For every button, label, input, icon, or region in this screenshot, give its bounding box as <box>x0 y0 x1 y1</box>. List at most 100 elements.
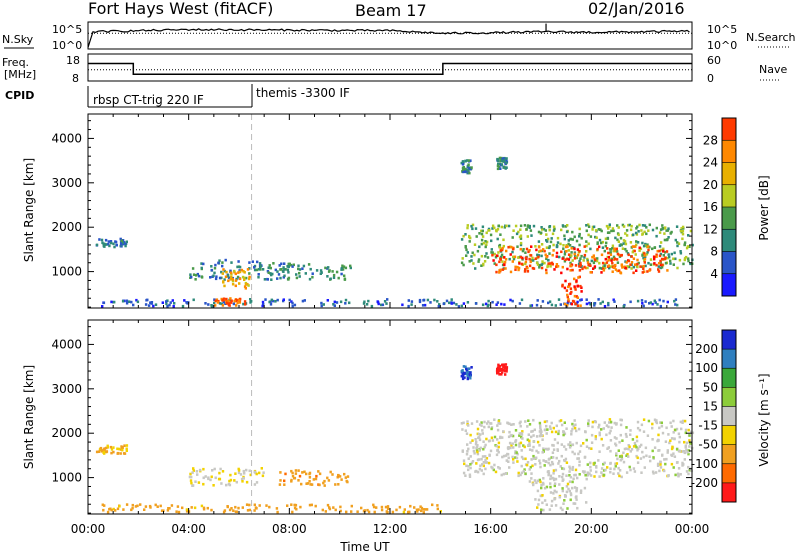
colorbar-swatch <box>722 387 736 407</box>
x-ticks: 00:00 04:00 08:00 12:00 16:00 20:00 00:00 <box>71 522 710 536</box>
colorbar-swatch <box>722 444 736 464</box>
velocity-echo-region <box>95 444 129 455</box>
freq-units: [MHz] <box>4 68 36 81</box>
cpid-label: CPID <box>5 89 34 102</box>
velocity-echo-region <box>495 363 509 376</box>
power-tick-label: 12 <box>703 222 718 236</box>
nave-label: Nave <box>759 63 787 76</box>
program-rbsp: rbsp CT-trig 220 IF <box>93 93 204 107</box>
colorbar-swatch <box>722 330 736 350</box>
colorbar-swatch <box>722 273 736 297</box>
y-tick-label: 1000 <box>51 265 82 279</box>
velocity-echo-region <box>278 469 350 487</box>
x-tick-label: 00:00 <box>71 522 106 536</box>
nsearch-label: N.Search <box>746 31 796 44</box>
y-tick-label: 2000 <box>51 426 82 440</box>
colorbar-swatch <box>722 482 736 502</box>
y-tick-label: 2000 <box>51 220 82 234</box>
power-axes: 1000 2000 3000 4000 <box>51 114 693 308</box>
power-ylabel: Slant Range [km] <box>22 158 36 262</box>
velocity-axes: 1000 2000 3000 4000 <box>51 320 693 514</box>
power-tick-label: 24 <box>703 156 718 170</box>
y-tick-label: 4000 <box>51 337 82 351</box>
power-colorbar-label: Power [dB] <box>757 175 771 240</box>
y-tick-label: 4000 <box>51 131 82 145</box>
velocity-tick-label: 50 <box>703 380 718 394</box>
power-echo-region <box>561 275 583 307</box>
velocity-tick-label: 100 <box>695 361 718 375</box>
colorbar-swatch <box>722 463 736 483</box>
freq-lines <box>88 62 692 76</box>
x-tick-label: 16:00 <box>473 522 508 536</box>
noise-tick-left-bottom: 10^0 <box>52 39 82 52</box>
freq-label: Freq. <box>2 56 29 69</box>
y-tick-label: 3000 <box>51 176 82 190</box>
power-colorbar: 4 8 12 16 20 24 28 <box>703 117 737 297</box>
power-tick-label: 20 <box>703 178 718 192</box>
power-tick-label: 28 <box>703 133 718 147</box>
power-echo-region <box>460 159 473 175</box>
x-tick-label: 04:00 <box>171 522 206 536</box>
power-tick-label: 8 <box>710 245 718 259</box>
velocity-echo-region <box>528 475 588 512</box>
power-echo-region <box>95 237 128 249</box>
x-tick-label: 08:00 <box>272 522 307 536</box>
colorbar-swatch <box>722 162 736 185</box>
velocity-echo-region <box>101 503 442 514</box>
nsky-line <box>87 28 690 48</box>
power-echoes <box>95 156 694 308</box>
y-tick-label: 1000 <box>51 471 82 485</box>
colorbar-swatch <box>722 229 736 252</box>
freq-tick-bottom: 8 <box>72 72 79 85</box>
power-echo-region <box>101 298 679 308</box>
velocity-tick-label: 200 <box>695 342 718 356</box>
velocity-echo-region <box>460 365 473 381</box>
power-echo-region <box>491 245 669 275</box>
colorbar-swatch <box>722 349 736 369</box>
beam-title: Beam 17 <box>355 1 427 20</box>
nsky-label: N.Sky <box>2 33 34 46</box>
velocity-colorbar-label: Velocity [m s⁻¹] <box>757 373 771 466</box>
power-tick-label: 4 <box>710 267 718 281</box>
velocity-tick-label: 15 <box>703 399 718 413</box>
noise-panel <box>87 21 693 50</box>
noise-tick-right-top: 10^5 <box>707 23 737 36</box>
velocity-echoes <box>95 363 695 514</box>
colorbar-swatch <box>722 118 736 141</box>
freq-line <box>88 62 692 76</box>
freq-panel <box>87 53 693 82</box>
colorbar-swatch <box>722 406 736 426</box>
nave-tick-top: 60 <box>707 54 721 67</box>
noise-lines <box>87 23 692 48</box>
velocity-tick-label: -200 <box>691 476 718 490</box>
colorbar-swatch <box>722 184 736 208</box>
power-echo-region <box>221 268 251 290</box>
noise-tick-right-bottom: 10^0 <box>707 39 737 52</box>
colorbar-swatch <box>722 425 736 445</box>
power-echo-region <box>496 156 509 171</box>
velocity-echo-region <box>188 467 265 487</box>
x-axis-label: Time UT <box>339 540 390 554</box>
x-tick-label: 12:00 <box>373 522 408 536</box>
power-tick-label: 16 <box>703 200 718 214</box>
y-tick-label: 3000 <box>51 382 82 396</box>
freq-tick-top: 18 <box>66 54 80 67</box>
nave-tick-bottom: 0 <box>707 72 714 85</box>
velocity-tick-label: -50 <box>698 438 718 452</box>
velocity-ylabel: Slant Range [km] <box>22 365 36 469</box>
program-themis: themis -3300 IF <box>256 86 350 100</box>
velocity-tick-label: -100 <box>691 457 718 471</box>
station-title: Fort Hays West (fitACF) <box>88 0 273 18</box>
colorbar-swatch <box>722 140 736 163</box>
colorbar-swatch <box>722 368 736 388</box>
date-title: 02/Jan/2016 <box>588 0 685 18</box>
x-tick-label: 20:00 <box>574 522 609 536</box>
noise-tick-left-top: 10^5 <box>52 23 82 36</box>
x-tick-label: 00:00 <box>675 522 710 536</box>
power-echo-region <box>214 297 247 307</box>
colorbar-swatch <box>722 207 736 230</box>
colorbar-swatch <box>722 251 736 274</box>
power-echo-region <box>270 263 352 281</box>
velocity-tick-label: -15 <box>698 419 718 433</box>
